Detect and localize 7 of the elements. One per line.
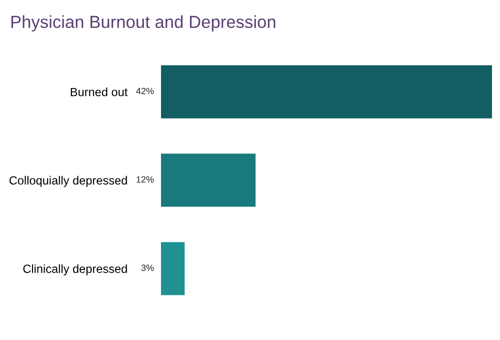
data-label: 42% (136, 88, 154, 94)
chart-title: Physician Burnout and Depression (11, 15, 276, 32)
y-tick-label: Colloquially depressed (9, 176, 127, 187)
data-label: 12% (136, 176, 154, 183)
y-tick-label: Clinically depressed (23, 264, 127, 276)
data-label: 3% (141, 264, 154, 272)
y-tick-label: Burned out (70, 88, 128, 96)
